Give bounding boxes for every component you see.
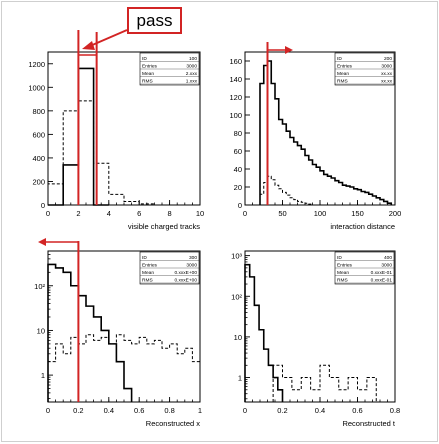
panel-3-stats-label: Mean xyxy=(142,270,154,276)
panel-4-y-tick-label: 10³ xyxy=(231,252,242,261)
panel-3-x-tick-label: 1 xyxy=(198,406,202,415)
panel-1-series-dashed xyxy=(47,100,155,205)
panel-1-stats-label: Entries xyxy=(142,64,158,70)
panel-2-y-tick-label: 0 xyxy=(238,201,242,210)
panel-4-stats-label: ID xyxy=(337,255,342,261)
panel-1-x-tick-label: 10 xyxy=(196,209,204,218)
panel-1-stats-value: 1.xxx xyxy=(186,79,198,85)
panel-1-y-tick-label: 800 xyxy=(32,107,45,116)
panel-1-stats-value: 100 xyxy=(189,56,197,62)
panel-4-stats-value: 0.xxxE-01 xyxy=(371,270,393,276)
panel-1-stats-value: 2.xxx xyxy=(186,71,198,77)
panel-2-stats-value: xx.xx xyxy=(381,72,393,77)
panel-4-series-dashed xyxy=(272,364,377,402)
panel-4-x-tick-label: 0.2 xyxy=(277,406,287,415)
panel-3-y-tick-label: 1 xyxy=(41,371,45,380)
panel-3-stats-value: 3000 xyxy=(186,263,197,269)
panel-4-stats-value: 3000 xyxy=(381,263,392,269)
panel-2-stats-value: xx.xx xyxy=(381,80,393,85)
panel-4-stats-value: 0.xxxE-01 xyxy=(371,278,393,284)
panel-1-y-tick-label: 400 xyxy=(32,154,45,163)
panel-4-y-tick-label: 10 xyxy=(234,333,242,342)
panel-4-x-tick-label: 0 xyxy=(243,406,247,415)
panel-4-x-tick-label: 0.6 xyxy=(352,406,362,415)
panel-3-x-tick-label: 0 xyxy=(46,406,50,415)
panel-2-stats-value: 200 xyxy=(384,56,392,62)
panel-3-y-tick-label: 10 xyxy=(37,326,45,335)
panel-1-x-tick-label: 4 xyxy=(107,209,111,218)
panel-3-stats-label: Entries xyxy=(142,263,158,269)
panel-2-y-tick-label: 40 xyxy=(234,165,242,174)
panel-3-stats-label: ID xyxy=(142,255,147,261)
panel-2-y-tick-label: 100 xyxy=(229,111,242,120)
panel-4-stats-label: RMS xyxy=(337,278,348,284)
panel-2-cut-arrow-head xyxy=(285,46,293,54)
panel-2-y-tick-label: 160 xyxy=(229,57,242,66)
panel-1-x-tick-label: 6 xyxy=(137,209,141,218)
pass-label: pass xyxy=(127,7,182,34)
panel-4-stats-value: 400 xyxy=(384,255,392,261)
panel-2-y-tick-label: 140 xyxy=(229,75,242,84)
panel-3-x-axis-title: Reconstructed x xyxy=(146,419,200,428)
panel-2-y-tick-label: 80 xyxy=(234,129,242,138)
panel-1-stats-label: RMS xyxy=(142,79,153,85)
panel-4-stats-label: Mean xyxy=(337,270,349,276)
panel-1-pass-arrow-line xyxy=(89,29,128,47)
panel-1-y-tick-label: 1200 xyxy=(28,60,45,69)
panel-3-x-tick-label: 0.8 xyxy=(164,406,174,415)
panel-2-y-tick-label: 60 xyxy=(234,147,242,156)
panel-2-stats-label: ID xyxy=(337,56,342,62)
panel-1-stats-value: 3000 xyxy=(186,64,197,70)
panel-1-y-tick-label: 600 xyxy=(32,130,45,139)
panel-2-x-tick-label: 50 xyxy=(278,209,286,218)
panel-1-y-tick-label: 1000 xyxy=(28,83,45,92)
panel-3-stats-label: RMS xyxy=(142,278,153,284)
panel-3-cut-arrow-head xyxy=(38,238,46,246)
panel-4-x-tick-label: 0.4 xyxy=(315,406,325,415)
panel-1-x-tick-label: 8 xyxy=(168,209,172,218)
panel-4-stats-label: Entries xyxy=(337,263,353,269)
panel-2-stats-value: 3000 xyxy=(381,64,392,70)
panel-4-series-solid xyxy=(244,263,284,402)
panel-2-y-tick-label: 20 xyxy=(234,183,242,192)
panel-1-stats-label: ID xyxy=(142,56,147,62)
panel-3-x-tick-label: 0.4 xyxy=(104,406,114,415)
panel-2-x-tick-label: 200 xyxy=(389,209,402,218)
panel-2-y-tick-label: 120 xyxy=(229,93,242,102)
panel-1-x-axis-title: visible charged tracks xyxy=(128,222,200,231)
panel-3-stats-value: 300 xyxy=(189,255,197,261)
panel-1-x-tick-label: 2 xyxy=(76,209,80,218)
panel-3-x-tick-label: 0.6 xyxy=(134,406,144,415)
panel-3-series-solid xyxy=(47,263,133,402)
panel-4-x-tick-label: 0.8 xyxy=(390,406,400,415)
panel-4-y-tick-label: 10² xyxy=(231,292,242,301)
panel-2-stats-label: Entries xyxy=(337,64,353,70)
panel-1-y-tick-label: 0 xyxy=(41,201,45,210)
panel-1-pass-arrow-head xyxy=(82,41,95,50)
panel-1-stats-label: Mean xyxy=(142,71,154,77)
panel-2-x-tick-label: 0 xyxy=(243,209,247,218)
panel-1-y-tick-label: 200 xyxy=(32,177,45,186)
panel-2-stats-label: RMS xyxy=(337,79,348,85)
panel-2-x-tick-label: 100 xyxy=(314,209,327,218)
panel-4-y-tick-label: 1 xyxy=(238,374,242,383)
panel-3-x-tick-label: 0.2 xyxy=(73,406,83,415)
panel-3-stats-value: 0.xxxE+00 xyxy=(174,270,197,276)
panel-3-y-tick-label: 10² xyxy=(34,282,45,291)
panel-3-stats-value: 0.xxxE+00 xyxy=(174,278,197,284)
panel-1-x-tick-label: 0 xyxy=(46,209,50,218)
panel-2-x-tick-label: 150 xyxy=(351,209,364,218)
panel-2-x-axis-title: interaction distance xyxy=(330,222,395,231)
panel-2-series-solid xyxy=(259,60,393,205)
panel-4-x-axis-title: Reconstructed t xyxy=(342,419,395,428)
panel-2-stats-label: Mean xyxy=(337,71,349,77)
